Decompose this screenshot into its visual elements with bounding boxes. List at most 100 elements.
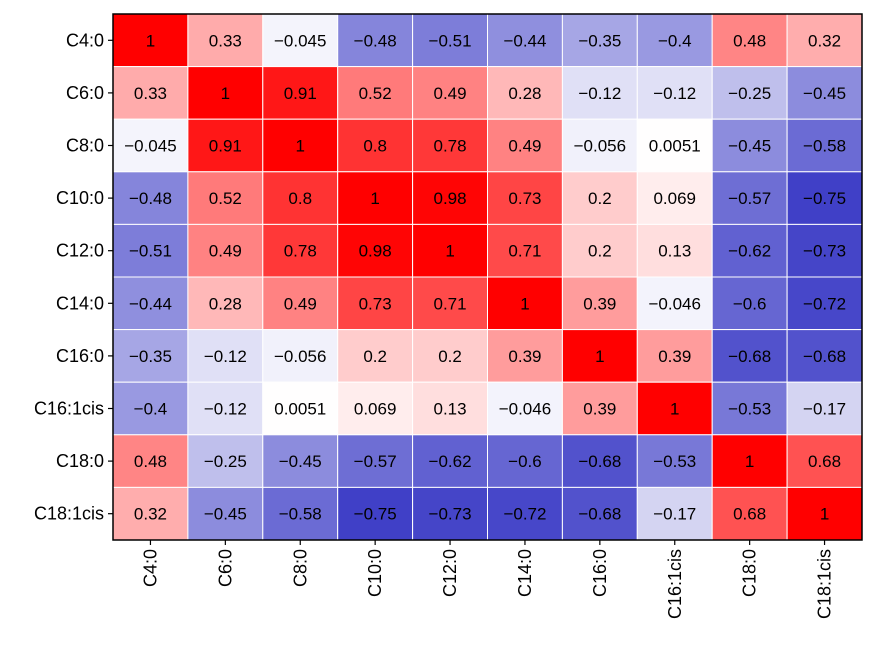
cell-value-label: −0.62 [429, 452, 472, 471]
heatmap-cell-c14-0-c10-0 [337, 276, 414, 331]
cell-value-label: −0.25 [728, 84, 771, 103]
heatmap-cell-c18-0-c12-0 [412, 434, 489, 488]
cell-value-label: −0.44 [129, 294, 172, 313]
cell-value-label: 0.49 [284, 294, 317, 313]
cell-value-label: 1 [445, 242, 454, 261]
row-tick-label-c18-1cis: C18:1cis [34, 504, 104, 524]
heatmap-cell-c16-1cis-c8-0 [262, 381, 339, 436]
heatmap-cell-c8-0-c4-0 [112, 118, 189, 173]
cell-value-label: −0.51 [429, 31, 472, 50]
cell-value-label: 0.39 [583, 400, 616, 419]
column-tick-label-c16-0: C16:0 [590, 549, 610, 597]
heatmap-cell-c6-0-c18-1cis [786, 66, 863, 120]
cell-value-label: 0.39 [508, 347, 541, 366]
cell-value-label: −0.57 [728, 189, 771, 208]
heatmap-cell-c18-1cis-c10-0 [337, 486, 414, 541]
heatmap-cell-c14-0-c8-0 [262, 276, 339, 331]
heatmap-cell-c16-0-c4-0 [112, 329, 189, 383]
heatmap-cell-c4-0-c16-1cis [636, 13, 713, 68]
heatmap-cell-c16-1cis-c10-0 [337, 381, 414, 436]
column-tick-label-c18-0: C18:0 [740, 549, 760, 597]
heatmap-cell-c18-0-c6-0 [187, 434, 264, 488]
cell-value-label: 0.32 [808, 31, 841, 50]
row-tick-label-c18-0: C18:0 [56, 451, 104, 471]
heatmap-cell-c14-0-c12-0 [412, 276, 489, 331]
cell-value-label: −0.45 [279, 452, 322, 471]
heatmap-cell-c12-0-c14-0 [487, 223, 563, 278]
cell-value-label: 0.68 [733, 505, 766, 524]
cell-value-label: 0.2 [588, 189, 612, 208]
row-tick-label-c16-1cis: C16:1cis [34, 399, 104, 419]
cell-value-label: 0.49 [508, 137, 541, 156]
heatmap-cell-c6-0-c18-0 [711, 66, 788, 120]
heatmap-cell-c18-1cis-c16-1cis [636, 486, 713, 541]
column-tick-label-c12-0: C12:0 [440, 549, 460, 597]
cell-value-label: −0.73 [429, 505, 472, 524]
heatmap-cell-c16-0-c16-0 [561, 329, 638, 383]
row-tick-label-c6-0: C6:0 [66, 83, 104, 103]
cell-value-label: 0.33 [209, 31, 242, 50]
heatmap-cell-c12-0-c12-0 [412, 223, 489, 278]
heatmap-cell-c4-0-c4-0 [112, 13, 189, 68]
cell-value-label: −0.12 [653, 84, 696, 103]
heatmap-cell-c18-1cis-c18-0 [711, 486, 788, 541]
heatmap-cell-c16-0-c14-0 [487, 329, 563, 383]
plot-frame [112, 13, 863, 541]
cell-value-label: −0.17 [653, 505, 696, 524]
cell-value-label: −0.35 [578, 31, 621, 50]
heatmap-cell-c12-0-c8-0 [262, 223, 339, 278]
cell-value-label: −0.12 [204, 347, 247, 366]
heatmap-cell-c10-0-c18-0 [711, 171, 788, 225]
row-tick-label-c4-0: C4:0 [66, 30, 104, 50]
cell-value-label: 0.8 [288, 189, 312, 208]
cell-value-label: 0.49 [209, 242, 242, 261]
row-tick-label-c14-0: C14:0 [56, 293, 104, 313]
heatmap-cell-c10-0-c4-0 [112, 171, 189, 225]
cell-value-label: −0.056 [574, 137, 626, 156]
cell-value-label: −0.68 [803, 347, 846, 366]
cell-value-label: 1 [146, 31, 155, 50]
cell-value-label: 0.13 [658, 242, 691, 261]
heatmap-cell-c16-1cis-c16-1cis [636, 381, 713, 436]
cell-value-label: −0.35 [129, 347, 172, 366]
cell-value-label: 1 [820, 505, 829, 524]
heatmap-cell-c16-1cis-c18-0 [711, 381, 788, 436]
heatmap-cell-c16-0-c16-1cis [636, 329, 713, 383]
cell-value-label: 1 [370, 189, 379, 208]
cell-value-label: −0.17 [803, 400, 846, 419]
cell-value-label: 1 [296, 137, 305, 156]
heatmap-cell-c18-1cis-c16-0 [561, 486, 638, 541]
heatmap-cell-c6-0-c16-0 [561, 66, 638, 120]
cell-value-label: 0.13 [434, 400, 467, 419]
cell-value-label: 1 [520, 294, 529, 313]
heatmap-cell-c4-0-c14-0 [487, 13, 563, 68]
heatmap-cell-c18-0-c16-1cis [636, 434, 713, 488]
cell-value-label: 0.0051 [649, 137, 701, 156]
cell-value-label: −0.6 [733, 294, 767, 313]
cell-value-label: 0.73 [359, 294, 392, 313]
cell-value-label: 0.52 [359, 84, 392, 103]
cell-value-label: −0.58 [803, 137, 846, 156]
cell-value-label: −0.57 [354, 452, 397, 471]
cell-value-label: −0.045 [124, 137, 176, 156]
heatmap-cell-c8-0-c8-0 [262, 118, 339, 173]
cell-value-label: −0.045 [274, 31, 326, 50]
heatmap-cell-c8-0-c6-0 [187, 118, 264, 173]
cell-value-label: 0.069 [653, 189, 696, 208]
column-tick-label-c4-0: C4:0 [140, 549, 160, 587]
cell-value-label: 0.2 [363, 347, 387, 366]
column-tick-label-c18-1cis: C18:1cis [815, 549, 835, 619]
heatmap-cell-c6-0-c16-1cis [636, 66, 713, 120]
cell-value-label: −0.75 [354, 505, 397, 524]
cells-layer [112, 13, 863, 541]
cell-value-label: 0.28 [209, 294, 242, 313]
cell-value-label: −0.75 [803, 189, 846, 208]
heatmap-cell-c16-1cis-c16-0 [561, 381, 638, 436]
cell-value-label: −0.056 [274, 347, 326, 366]
cell-value-label: 0.73 [508, 189, 541, 208]
cell-value-label: −0.51 [129, 242, 172, 261]
cell-value-label: −0.45 [728, 137, 771, 156]
cell-value-label: −0.4 [134, 400, 168, 419]
